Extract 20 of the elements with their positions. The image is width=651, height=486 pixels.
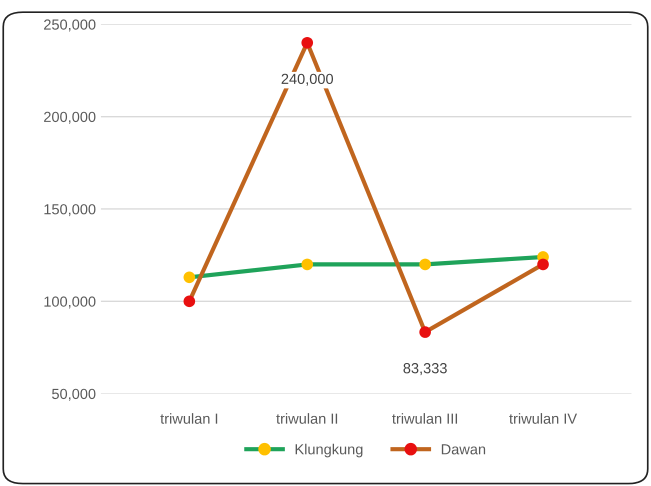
point [419,326,431,338]
x-tick-label: triwulan III [392,413,458,424]
data-label: 83,333 [403,363,447,376]
x-tick-label: triwulan I [160,413,218,424]
point [301,258,314,270]
point [537,258,549,270]
legend-label: Klungkung [296,444,362,458]
point [419,258,431,270]
y-tick-label: 200,000 [44,112,96,124]
x-tick-label: triwulan IV [509,413,578,424]
y-tick-label: 250,000 [44,19,96,32]
point [301,36,314,49]
point [184,272,196,284]
data-label: 240,000 [282,74,334,86]
y-tick-label: 50,000 [52,388,96,401]
legend-label: Dawan [442,444,486,454]
y-tick-label: 150,000 [44,204,96,216]
y-tick-label: 100,000 [44,296,96,308]
point [184,296,196,308]
x-tick-label: triwulan II [276,413,338,424]
